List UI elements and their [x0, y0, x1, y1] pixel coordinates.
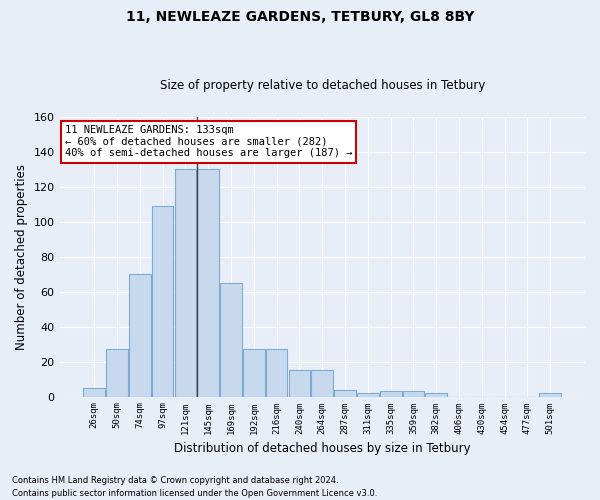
Text: 11, NEWLEAZE GARDENS, TETBURY, GL8 8BY: 11, NEWLEAZE GARDENS, TETBURY, GL8 8BY — [126, 10, 474, 24]
Y-axis label: Number of detached properties: Number of detached properties — [15, 164, 28, 350]
Bar — [334, 390, 356, 396]
Text: 11 NEWLEAZE GARDENS: 133sqm
← 60% of detached houses are smaller (282)
40% of se: 11 NEWLEAZE GARDENS: 133sqm ← 60% of det… — [65, 125, 352, 158]
Bar — [83, 388, 105, 396]
Text: Contains HM Land Registry data © Crown copyright and database right 2024.
Contai: Contains HM Land Registry data © Crown c… — [12, 476, 377, 498]
Bar — [197, 169, 219, 396]
Bar — [403, 392, 424, 396]
Bar — [380, 392, 401, 396]
Bar — [311, 370, 333, 396]
Bar — [266, 350, 287, 397]
Bar — [357, 393, 379, 396]
Bar — [220, 283, 242, 397]
Bar — [129, 274, 151, 396]
Bar — [425, 393, 447, 396]
X-axis label: Distribution of detached houses by size in Tetbury: Distribution of detached houses by size … — [174, 442, 470, 455]
Title: Size of property relative to detached houses in Tetbury: Size of property relative to detached ho… — [160, 79, 485, 92]
Bar — [539, 393, 561, 396]
Bar — [175, 169, 196, 396]
Bar — [289, 370, 310, 396]
Bar — [106, 350, 128, 397]
Bar — [152, 206, 173, 396]
Bar — [243, 350, 265, 397]
